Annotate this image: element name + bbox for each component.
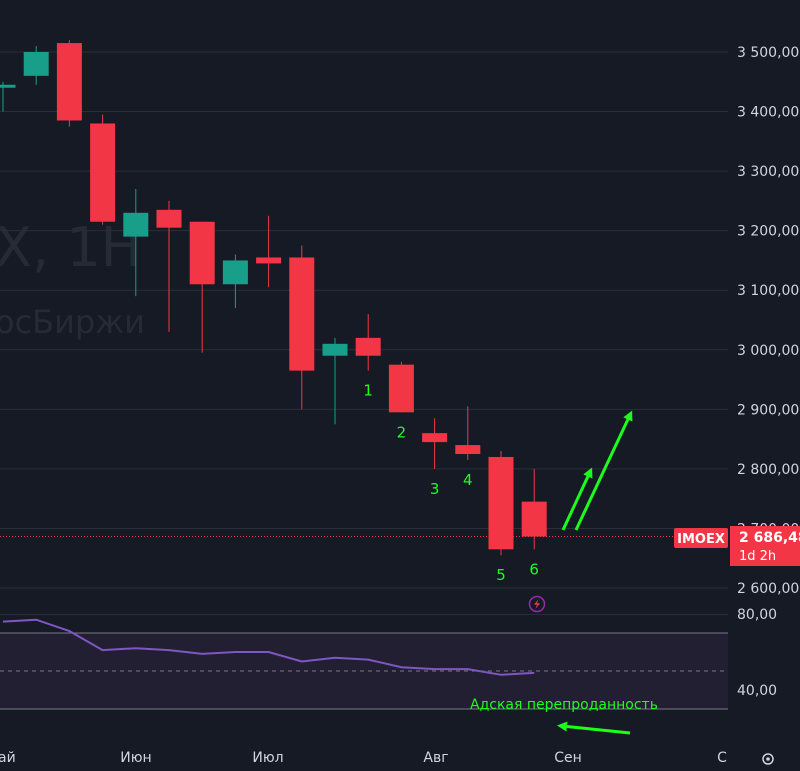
price-tick-label: 3 300,00 (737, 164, 799, 180)
rsi-axis[interactable]: 80,00 40,00 (737, 607, 777, 699)
rsi-line (2, 618, 535, 676)
candle-body[interactable] (322, 343, 348, 356)
candle-body[interactable] (123, 212, 149, 237)
price-tick-label: 3 200,00 (737, 224, 799, 240)
forecast-arrow (574, 410, 633, 531)
countdown-label: 1d 2h (739, 549, 776, 564)
wave-labels: 1 2 3 4 5 6 (363, 382, 539, 585)
rsi-tick-label: 40,00 (737, 683, 777, 699)
candle-body[interactable] (455, 445, 481, 454)
ticker-badge (674, 528, 728, 548)
rsi-tick-label: 80,00 (737, 607, 777, 623)
wave-label: 4 (463, 471, 473, 489)
watermark-source: осБиржи (0, 303, 145, 341)
candle-body[interactable] (422, 433, 448, 443)
wave-label: 5 (496, 566, 506, 584)
wave-label: 1 (363, 382, 373, 400)
ticker-label: IMOEX (677, 532, 725, 547)
wave-label: 6 (529, 560, 539, 578)
price-tick-label: 3 400,00 (737, 105, 799, 121)
oversold-annotation: Адская перепроданность (470, 697, 658, 735)
candle-body[interactable] (388, 364, 414, 413)
lightning-icon[interactable] (528, 595, 546, 613)
price-tick-label: 2 800,00 (737, 462, 799, 478)
watermark: X, 1H осБиржи (0, 216, 145, 341)
annotation-text: Адская перепроданность (470, 697, 658, 713)
candle-body[interactable] (256, 257, 282, 264)
watermark-symbol: X, 1H (0, 216, 141, 279)
forecast-arrow (561, 467, 593, 531)
candle-body[interactable] (189, 221, 215, 285)
price-tick-label: 3 500,00 (737, 45, 799, 61)
price-tick-label: 2 600,00 (737, 581, 799, 597)
price-label-box (730, 526, 800, 566)
price-tick-label: 2 900,00 (737, 402, 799, 418)
candle-body[interactable] (289, 257, 315, 371)
last-price-value: 2 686,48 (739, 530, 800, 546)
price-tick-label: 3 100,00 (737, 283, 799, 299)
settings-icon[interactable] (762, 753, 774, 765)
candle-body[interactable] (90, 123, 116, 222)
time-axis[interactable]: ай Июн Июл Авг Сен С (0, 750, 727, 766)
candle-body[interactable] (488, 456, 514, 550)
time-tick-label: ай (0, 750, 16, 766)
last-price-badge: IMOEX 2 686,48 1d 2h (674, 526, 800, 566)
candle-body[interactable] (56, 43, 82, 121)
candle-body[interactable] (222, 260, 248, 285)
price-tick-label: 3 000,00 (737, 343, 799, 359)
time-tick-label: Сен (554, 750, 582, 766)
candle-body[interactable] (0, 84, 16, 88)
wave-label: 3 (430, 480, 440, 498)
candle-body[interactable] (156, 209, 182, 228)
time-tick-label: Июн (120, 750, 151, 766)
candles[interactable] (0, 40, 547, 556)
candle-body[interactable] (355, 337, 381, 356)
time-tick-label: С (717, 750, 727, 766)
rsi-pane (0, 618, 728, 710)
time-tick-label: Авг (423, 750, 448, 766)
candle-body[interactable] (23, 52, 49, 76)
annotation-arrow (557, 721, 631, 735)
forecast-arrows (561, 410, 633, 531)
candle-body[interactable] (521, 501, 547, 537)
time-tick-label: Июл (252, 750, 283, 766)
wave-label: 2 (397, 423, 407, 441)
